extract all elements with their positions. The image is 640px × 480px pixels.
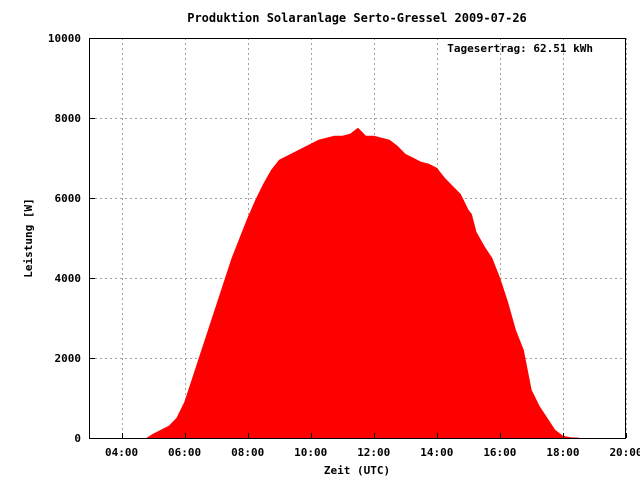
y-tick-label: 6000 bbox=[55, 192, 82, 205]
plot-frame bbox=[89, 38, 626, 439]
x-tick-label: 06:00 bbox=[168, 446, 201, 459]
y-tick-label: 8000 bbox=[55, 112, 82, 125]
x-tick-label: 18:00 bbox=[546, 446, 579, 459]
x-tick-label: 14:00 bbox=[420, 446, 453, 459]
x-tick-label: 20:00 bbox=[609, 446, 640, 459]
daily-yield-annotation: Tagesertrag: 62.51 kWh bbox=[447, 42, 593, 55]
chart-title: Produktion Solaranlage Serto-Gressel 200… bbox=[187, 11, 527, 25]
power-output-area bbox=[145, 127, 579, 439]
y-axis-label: Leistung [W] bbox=[22, 198, 35, 277]
x-tick-label: 08:00 bbox=[231, 446, 264, 459]
y-tick-label: 0 bbox=[74, 432, 81, 445]
x-tick-label: 16:00 bbox=[483, 446, 516, 459]
x-axis-label: Zeit (UTC) bbox=[324, 464, 390, 477]
x-tick-label: 04:00 bbox=[105, 446, 138, 459]
plot-area bbox=[145, 127, 579, 439]
x-tick-label: 10:00 bbox=[294, 446, 327, 459]
x-tick-label: 12:00 bbox=[357, 446, 390, 459]
y-tick-label: 2000 bbox=[55, 352, 82, 365]
y-tick-label: 4000 bbox=[55, 272, 82, 285]
axis-ticks: 04:00 06:00 08:00 10:00 12:00 14:00 16:00 18:00… bbox=[48, 32, 640, 459]
y-tick-label: 10000 bbox=[48, 32, 81, 45]
